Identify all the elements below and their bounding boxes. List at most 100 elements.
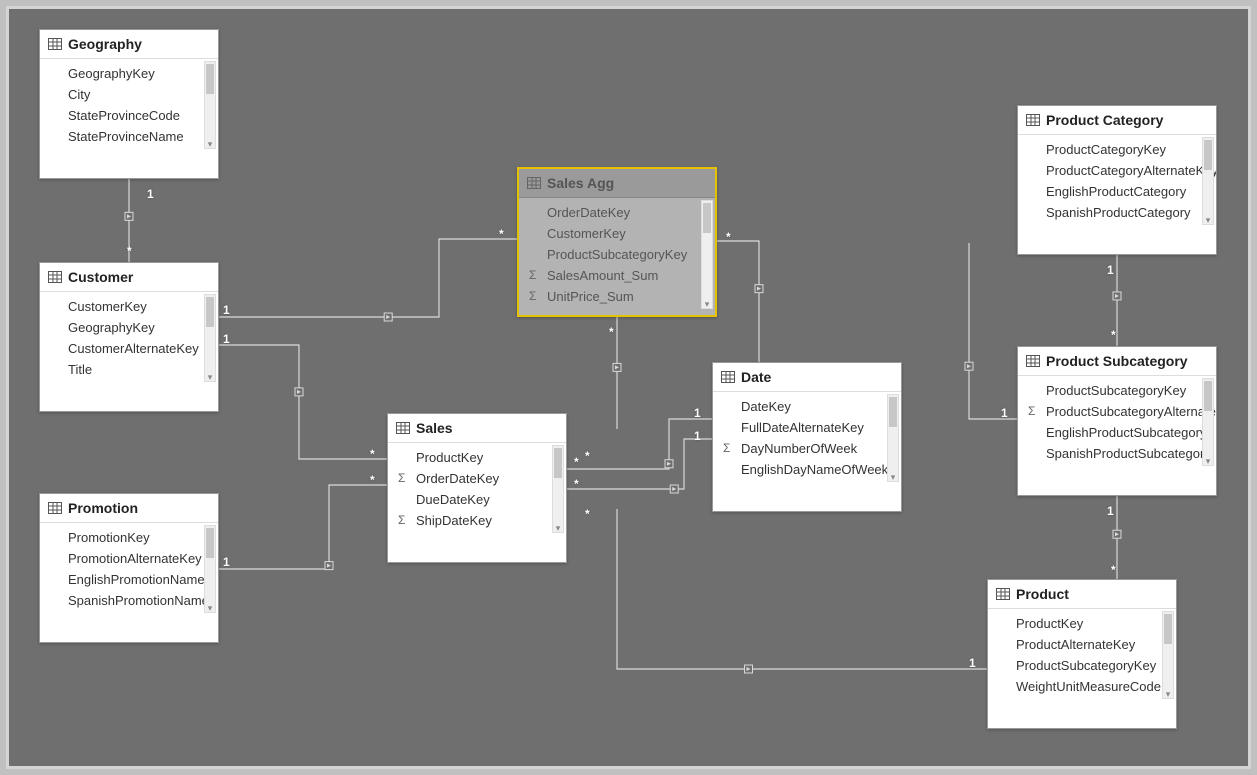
- field-item[interactable]: SpanishProductCategory: [1018, 202, 1216, 223]
- relationship-line[interactable]: [717, 241, 759, 362]
- table-header[interactable]: Product Subcategory: [1018, 347, 1216, 376]
- field-item[interactable]: WeightUnitMeasureCode: [988, 676, 1176, 697]
- field-item[interactable]: ΣUnitPrice_Sum: [519, 286, 715, 307]
- field-item[interactable]: ProductKey: [988, 613, 1176, 634]
- field-item[interactable]: ProductCategoryKey: [1018, 139, 1216, 160]
- field-item[interactable]: ΣDayNumberOfWeek: [713, 438, 901, 459]
- scroll-thumb[interactable]: [703, 203, 711, 233]
- field-item[interactable]: GeographyKey: [40, 63, 218, 84]
- table-geography[interactable]: Geography GeographyKey CityStateProvinceCo…: [39, 29, 219, 179]
- field-item[interactable]: EnglishPromotionName: [40, 569, 218, 590]
- scrollbar[interactable]: ▴▾: [701, 200, 713, 309]
- scroll-down-icon[interactable]: ▾: [205, 139, 215, 149]
- field-item[interactable]: CustomerKey: [40, 296, 218, 317]
- field-item[interactable]: EnglishProductSubcategory: [1018, 422, 1216, 443]
- field-item[interactable]: ProductAlternateKey: [988, 634, 1176, 655]
- table-header[interactable]: Product Category: [1018, 106, 1216, 135]
- scrollbar[interactable]: ▴▾: [1202, 378, 1214, 466]
- sigma-icon: Σ: [398, 513, 405, 527]
- field-item[interactable]: ProductCategoryAlternateKey: [1018, 160, 1216, 181]
- table-productcategory[interactable]: Product Category ProductCategoryKeyProduc…: [1017, 105, 1217, 255]
- field-item[interactable]: FullDateAlternateKey: [713, 417, 901, 438]
- scroll-down-icon[interactable]: ▾: [1203, 215, 1213, 225]
- cardinality-many: *: [574, 477, 579, 491]
- field-item[interactable]: OrderDateKey: [519, 202, 715, 223]
- table-icon: [1026, 355, 1040, 367]
- field-item[interactable]: PromotionKey: [40, 527, 218, 548]
- table-header[interactable]: Product: [988, 580, 1176, 609]
- field-item[interactable]: ProductSubcategoryKey: [519, 244, 715, 265]
- field-item[interactable]: PromotionAlternateKey: [40, 548, 218, 569]
- table-header[interactable]: Sales Agg: [519, 169, 715, 198]
- scrollbar[interactable]: ▴▾: [1162, 611, 1174, 699]
- scroll-down-icon[interactable]: ▾: [205, 372, 215, 382]
- scrollbar[interactable]: ▴▾: [552, 445, 564, 533]
- field-item[interactable]: ΣSalesAmount_Sum: [519, 265, 715, 286]
- scroll-down-icon[interactable]: ▾: [888, 472, 898, 482]
- cardinality-one: 1: [147, 187, 154, 201]
- cardinality-one: 1: [969, 656, 976, 670]
- field-item[interactable]: GeographyKey: [40, 317, 218, 338]
- field-item[interactable]: SpanishPromotionName: [40, 590, 218, 611]
- scrollbar[interactable]: ▴▾: [204, 525, 216, 613]
- scroll-down-icon[interactable]: ▾: [1203, 456, 1213, 466]
- field-item[interactable]: SpanishProductSubcategory: [1018, 443, 1216, 464]
- table-header[interactable]: Promotion: [40, 494, 218, 523]
- field-item[interactable]: DateKey: [713, 396, 901, 417]
- field-item[interactable]: StateProvinceName: [40, 126, 218, 147]
- table-sales[interactable]: Sales ProductKeyΣOrderDateKeyDueDateKeyΣS…: [387, 413, 567, 563]
- scroll-thumb[interactable]: [889, 397, 897, 427]
- field-item[interactable]: ΣShipDateKey: [388, 510, 566, 531]
- field-item[interactable]: DueDateKey: [388, 489, 566, 510]
- field-item[interactable]: Title: [40, 359, 218, 380]
- scroll-thumb[interactable]: [554, 448, 562, 478]
- cardinality-one: 1: [1107, 263, 1114, 277]
- field-item[interactable]: StateProvinceCode: [40, 105, 218, 126]
- field-item[interactable]: CustomerKey: [519, 223, 715, 244]
- scroll-thumb[interactable]: [206, 297, 214, 327]
- scrollbar[interactable]: ▴▾: [204, 294, 216, 382]
- scrollbar[interactable]: ▴▾: [1202, 137, 1214, 225]
- field-item[interactable]: CustomerAlternateKey: [40, 338, 218, 359]
- scroll-down-icon[interactable]: ▾: [702, 299, 712, 309]
- relationship-line[interactable]: [617, 509, 987, 669]
- scroll-down-icon[interactable]: ▾: [553, 523, 563, 533]
- table-date[interactable]: Date DateKeyFullDateAlternateKeyΣDayNumbe…: [712, 362, 902, 512]
- scroll-thumb[interactable]: [1204, 140, 1212, 170]
- scroll-thumb[interactable]: [206, 528, 214, 558]
- table-productsubcategory[interactable]: Product Subcategory ProductSubcategoryKey…: [1017, 346, 1217, 496]
- field-item[interactable]: ΣOrderDateKey: [388, 468, 566, 489]
- field-name: GeographyKey: [68, 66, 155, 81]
- scroll-thumb[interactable]: [1164, 614, 1172, 644]
- relationship-line[interactable]: [567, 439, 712, 489]
- field-item[interactable]: EnglishDayNameOfWeek: [713, 459, 901, 480]
- cardinality-many: *: [574, 455, 579, 469]
- table-promotion[interactable]: Promotion PromotionKey PromotionAlternateK…: [39, 493, 219, 643]
- table-customer[interactable]: Customer CustomerKeyGeographyKeyCustomerA…: [39, 262, 219, 412]
- table-header[interactable]: Sales: [388, 414, 566, 443]
- relationship-line[interactable]: [969, 243, 1017, 419]
- table-salesagg[interactable]: Sales Agg OrderDateKeyCustomerKeyProductS…: [517, 167, 717, 317]
- table-header[interactable]: Geography: [40, 30, 218, 59]
- scroll-thumb[interactable]: [1204, 381, 1212, 411]
- field-item[interactable]: ProductSubcategoryKey: [1018, 380, 1216, 401]
- field-item[interactable]: ΣProductSubcategoryAlternateKey: [1018, 401, 1216, 422]
- field-item[interactable]: EnglishProductCategory: [1018, 181, 1216, 202]
- field-item[interactable]: City: [40, 84, 218, 105]
- relationship-line[interactable]: [219, 345, 387, 459]
- table-product[interactable]: ProductProductKeyProductAlternateKeyProd…: [987, 579, 1177, 729]
- table-header[interactable]: Date: [713, 363, 901, 392]
- scroll-down-icon[interactable]: ▾: [1163, 689, 1173, 699]
- relationship-line[interactable]: [219, 239, 517, 317]
- relationship-line[interactable]: [219, 485, 387, 569]
- field-item[interactable]: ProductSubcategoryKey: [988, 655, 1176, 676]
- table-header[interactable]: Customer: [40, 263, 218, 292]
- scrollbar[interactable]: ▴▾: [887, 394, 899, 482]
- scroll-down-icon[interactable]: ▾: [205, 603, 215, 613]
- field-name: PromotionKey: [68, 530, 150, 545]
- scroll-thumb[interactable]: [206, 64, 214, 94]
- diagram-canvas[interactable]: Geography GeographyKey CityStateProvinceCo…: [6, 6, 1251, 769]
- scrollbar[interactable]: ▴▾: [204, 61, 216, 149]
- field-item[interactable]: ProductKey: [388, 447, 566, 468]
- field-list: ProductKeyProductAlternateKeyProductSubc…: [988, 609, 1176, 701]
